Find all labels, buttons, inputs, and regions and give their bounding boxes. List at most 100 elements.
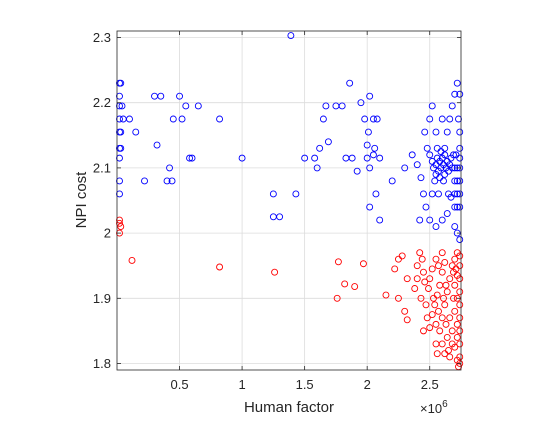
blue-data-point xyxy=(238,154,246,162)
red-data-point xyxy=(421,278,429,286)
plot-frame xyxy=(116,30,462,371)
blue-data-point xyxy=(372,190,380,198)
blue-data-point xyxy=(456,128,464,136)
red-data-point xyxy=(446,314,454,322)
blue-data-point xyxy=(116,177,123,185)
blue-data-point xyxy=(169,115,177,123)
red-data-point xyxy=(432,255,440,263)
red-data-point xyxy=(451,281,459,289)
red-data-point xyxy=(453,320,461,328)
red-data-point xyxy=(431,301,439,309)
red-data-point xyxy=(456,314,464,322)
ticks: 0.5 1 1.5 2 2.5 1.8 1.9 2 2.1 2.2 2.3 xyxy=(93,30,461,392)
blue-data-point xyxy=(416,216,424,224)
y-tick-label: 1.8 xyxy=(93,356,111,371)
blue-data-point xyxy=(319,115,327,123)
red-data-point xyxy=(443,333,451,341)
blue-data-point xyxy=(422,203,430,211)
red-data-point xyxy=(334,258,342,266)
blue-data-point xyxy=(451,223,459,231)
blue-data-point xyxy=(432,223,440,231)
red-data-point xyxy=(117,223,125,231)
blue-data-point xyxy=(366,164,374,172)
blue-data-point xyxy=(269,190,277,198)
blue-data-point xyxy=(126,115,133,123)
red-data-point xyxy=(438,268,446,276)
x-exponent-label: ×106 xyxy=(420,399,448,416)
blue-data-point xyxy=(176,92,184,100)
blue-data-point xyxy=(117,144,125,152)
red-data-point xyxy=(442,281,450,289)
blue-data-point xyxy=(194,102,202,110)
blue-data-point xyxy=(417,174,425,182)
blue-data-point xyxy=(456,90,464,98)
red-data-point xyxy=(433,350,441,358)
x-tick-label: 2.5 xyxy=(421,377,439,392)
blue-data-point xyxy=(413,161,421,169)
blue-data-point xyxy=(186,154,194,162)
red-data-point xyxy=(456,301,464,309)
blue-data-point xyxy=(366,203,374,211)
red-data-point xyxy=(116,216,123,224)
red-data-point xyxy=(425,285,432,292)
y-tick-label: 2.2 xyxy=(93,95,111,110)
blue-data-point xyxy=(453,79,461,87)
red-data-point xyxy=(430,294,437,302)
blue-data-point xyxy=(376,154,384,162)
x-tick-label: 0.5 xyxy=(171,377,189,392)
red-data-point xyxy=(359,260,367,268)
red-data-point xyxy=(428,265,436,273)
blue-data-point xyxy=(446,115,454,123)
red-data-point xyxy=(435,307,442,315)
blue-data-point xyxy=(357,99,365,107)
blue-data-point xyxy=(116,92,123,100)
blue-data-point xyxy=(163,177,171,185)
red-data-point xyxy=(426,275,434,283)
blue-data-point xyxy=(456,203,464,211)
red-data-point xyxy=(450,268,457,276)
blue-data-point xyxy=(348,154,356,162)
x-tick-label: 1.5 xyxy=(296,377,314,392)
red-data-point xyxy=(438,249,446,257)
red-data-point xyxy=(128,257,136,264)
red-data-point xyxy=(395,294,402,302)
blue-data-point xyxy=(141,177,148,185)
blue-data-point xyxy=(453,203,461,211)
blue-data-point xyxy=(322,102,330,110)
blue-data-point xyxy=(157,92,165,100)
blue-data-point xyxy=(346,79,354,87)
red-data-point xyxy=(446,275,454,283)
red-data-point xyxy=(451,255,459,263)
blue-data-point xyxy=(426,216,434,224)
red-data-point xyxy=(333,294,341,302)
red-data-point xyxy=(442,320,450,328)
blue-data-point xyxy=(428,190,436,198)
red-data-point xyxy=(441,258,449,266)
red-data-point xyxy=(216,263,224,271)
blue-data-point xyxy=(364,128,372,136)
blue-data-point xyxy=(456,190,464,198)
red-data-point xyxy=(417,294,425,302)
blue-data-point xyxy=(188,154,196,162)
red-data-point xyxy=(420,327,427,335)
blue-data-point xyxy=(178,115,186,123)
blue-data-point xyxy=(338,102,346,110)
blue-data-point xyxy=(456,144,464,152)
red-data-point xyxy=(403,275,411,283)
blue-data-point xyxy=(443,210,451,217)
blue-data-point xyxy=(456,177,464,185)
red-data-point xyxy=(450,294,457,302)
blue-data-point xyxy=(423,144,431,152)
red-data-point xyxy=(116,229,123,237)
blue-data-point xyxy=(456,164,464,172)
blue-data-point xyxy=(363,141,371,149)
blue-data-point xyxy=(287,32,295,40)
y-tick-label: 1.9 xyxy=(93,291,111,306)
blue-data-point xyxy=(369,151,377,159)
red-data-point xyxy=(456,252,464,260)
red-data-point xyxy=(426,324,434,332)
blue-data-point xyxy=(451,90,459,98)
y-tick-label: 2.1 xyxy=(93,160,111,175)
data-markers xyxy=(116,32,464,371)
